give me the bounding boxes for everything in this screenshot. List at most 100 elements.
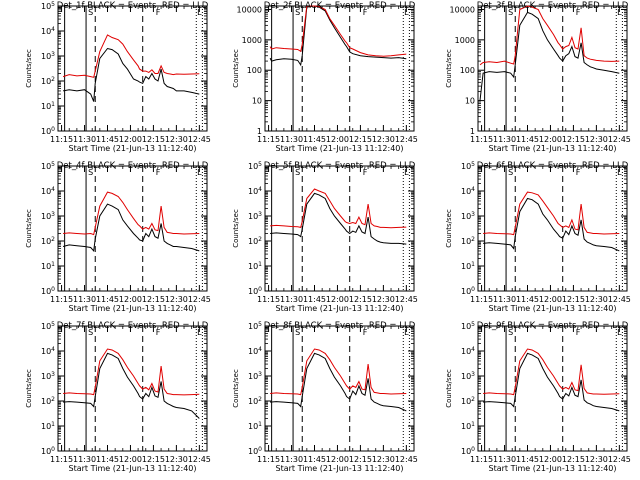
x-tick-label: 11:45 xyxy=(303,135,326,144)
x-tick-label: 12:45 xyxy=(608,135,631,144)
period-label: S xyxy=(508,8,513,17)
x-tick-label: 12:30 xyxy=(165,135,188,144)
x-tick-label: 12:30 xyxy=(585,295,608,304)
x-tick-label: 11:45 xyxy=(516,135,539,144)
plot-panel-2: 1 10 100 1000 10000 11:15 11:30 11:45 12:00 12:15… xyxy=(232,1,418,153)
x-tick-label: 11:15 xyxy=(470,135,493,144)
y-tick-label: 105 xyxy=(461,321,475,331)
series-lld-line xyxy=(270,348,407,396)
y-tick-label: 103 xyxy=(461,371,475,381)
y-tick-label: 101 xyxy=(248,421,262,431)
series-events-line xyxy=(269,5,407,67)
period-label: S xyxy=(508,328,513,337)
x-tick-label: 11:30 xyxy=(73,455,96,464)
y-axis-label: Counts/sec xyxy=(232,209,240,248)
y-tick-label: 101 xyxy=(41,421,55,431)
period-label: L xyxy=(617,168,622,177)
y-axis-label: Counts/sec xyxy=(445,49,453,88)
period-label: L xyxy=(404,328,409,337)
y-tick-label: 10 xyxy=(465,97,475,106)
period-label: S xyxy=(88,168,93,177)
y-tick-label: 104 xyxy=(41,346,55,356)
plot-frame xyxy=(57,5,208,132)
period-label: F xyxy=(576,8,581,17)
y-tick-label: 102 xyxy=(41,396,55,406)
y-tick-label: 10 xyxy=(252,97,262,106)
y-tick-label: 101 xyxy=(461,261,475,271)
x-axis-label: Start Time (21-Jun-13 11:12:40) xyxy=(69,304,197,313)
series-lld-line xyxy=(270,188,407,229)
x-tick-label: 12:15 xyxy=(562,455,585,464)
y-tick-label: 100 xyxy=(247,66,262,75)
x-tick-label: 11:45 xyxy=(96,135,119,144)
y-axis-label: Counts/sec xyxy=(25,209,33,248)
y-tick-label: 10000 xyxy=(450,5,475,14)
y-tick-label: 104 xyxy=(41,186,55,196)
x-tick-label: 12:30 xyxy=(165,295,188,304)
y-tick-label: 101 xyxy=(41,101,55,111)
x-tick-label: 12:30 xyxy=(372,455,395,464)
y-tick-label: 105 xyxy=(248,321,262,331)
x-tick-label: 12:30 xyxy=(165,455,188,464)
y-tick-label: 100 xyxy=(41,286,55,296)
x-tick-label: 12:15 xyxy=(142,455,165,464)
y-tick-label: 105 xyxy=(248,161,262,171)
x-tick-label: 11:15 xyxy=(257,295,280,304)
x-tick-label: 12:15 xyxy=(142,135,165,144)
y-tick-label: 1000 xyxy=(455,36,475,45)
x-axis-label: Start Time (21-Jun-13 11:12:40) xyxy=(69,144,197,153)
x-tick-label: 12:45 xyxy=(188,135,211,144)
period-label: F xyxy=(363,8,368,17)
y-tick-label: 104 xyxy=(248,186,262,196)
plot-frame xyxy=(57,325,208,452)
y-tick-label: 102 xyxy=(41,236,55,246)
panel-title: Det_3f BLACK = Events, RED = LLD xyxy=(477,1,629,11)
x-tick-label: 11:15 xyxy=(470,295,493,304)
y-tick-label: 104 xyxy=(461,186,475,196)
y-tick-label: 100 xyxy=(41,126,55,136)
x-tick-label: 12:45 xyxy=(395,295,418,304)
series-lld-line xyxy=(479,5,620,66)
y-tick-label: 100 xyxy=(461,446,475,456)
x-tick-label: 11:45 xyxy=(96,295,119,304)
x-tick-label: 12:00 xyxy=(119,455,142,464)
period-label: S xyxy=(295,328,300,337)
x-tick-label: 11:45 xyxy=(303,295,326,304)
period-label: S xyxy=(295,168,300,177)
series-lld-line xyxy=(63,348,200,396)
x-tick-label: 11:30 xyxy=(493,455,516,464)
period-label: L xyxy=(197,168,202,177)
panel-title: Det_5f BLACK = Events, RED = LLD xyxy=(264,161,416,171)
plot-frame xyxy=(57,165,208,292)
series-events-line xyxy=(270,352,407,412)
x-tick-label: 11:30 xyxy=(280,455,303,464)
period-label: L xyxy=(404,8,409,17)
y-tick-label: 102 xyxy=(248,236,262,246)
plot-frame xyxy=(264,5,415,132)
plot-frame xyxy=(264,165,415,292)
y-tick-label: 100 xyxy=(248,286,262,296)
y-axis-label: Counts/sec xyxy=(445,369,453,408)
y-tick-label: 1 xyxy=(470,127,475,136)
series-events-line xyxy=(63,47,200,102)
x-tick-label: 12:00 xyxy=(539,455,562,464)
y-tick-label: 105 xyxy=(41,161,55,171)
plot-frame xyxy=(477,5,628,132)
period-label: F xyxy=(156,8,161,17)
y-tick-label: 104 xyxy=(461,346,475,356)
x-tick-label: 12:45 xyxy=(608,455,631,464)
series-lld-line xyxy=(483,191,620,236)
y-tick-label: 100 xyxy=(248,446,262,456)
x-tick-label: 12:15 xyxy=(562,135,585,144)
x-tick-label: 12:00 xyxy=(539,295,562,304)
x-tick-label: 11:45 xyxy=(516,295,539,304)
x-tick-label: 12:45 xyxy=(608,295,631,304)
plot-frame xyxy=(477,325,628,452)
x-tick-label: 11:30 xyxy=(493,295,516,304)
x-tick-label: 12:30 xyxy=(585,455,608,464)
series-lld-line xyxy=(483,348,620,396)
